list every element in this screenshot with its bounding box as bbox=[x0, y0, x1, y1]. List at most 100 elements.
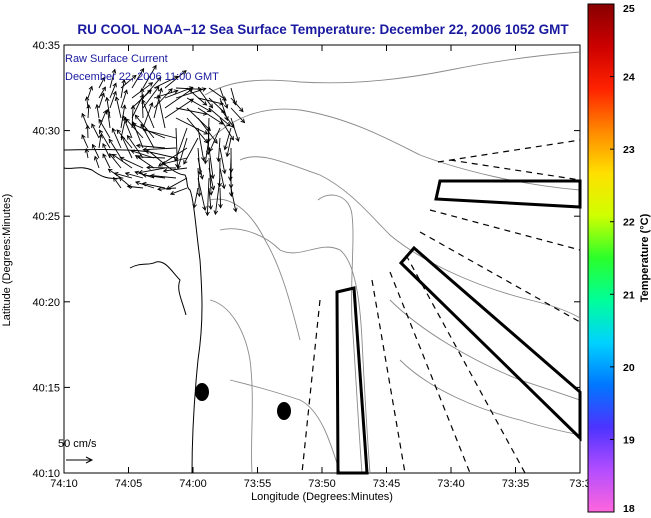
current-vector-head bbox=[208, 103, 214, 109]
current-vector bbox=[143, 147, 177, 151]
current-vector-head bbox=[210, 185, 216, 191]
sector-boxes bbox=[335, 179, 582, 475]
x-axis-label: Longitude (Degrees:Minutes) bbox=[251, 491, 393, 503]
current-vector bbox=[107, 109, 111, 129]
current-vector-head bbox=[208, 205, 213, 211]
x-tick-label: 73:45 bbox=[373, 478, 401, 490]
current-vector-head bbox=[157, 186, 162, 192]
y-tick-label: 40:20 bbox=[32, 297, 60, 309]
current-vector bbox=[98, 134, 102, 149]
current-vector-head bbox=[111, 153, 117, 159]
current-vector bbox=[113, 177, 122, 189]
current-vector-head bbox=[165, 185, 171, 190]
current-vector-head bbox=[156, 76, 162, 82]
current-vector bbox=[99, 129, 111, 149]
current-vector bbox=[175, 87, 202, 90]
x-tick-label: 73:3 bbox=[569, 478, 590, 490]
current-vector bbox=[219, 107, 235, 128]
current-vector-head bbox=[222, 96, 227, 101]
current-vector bbox=[142, 86, 160, 109]
legend-line-1: Raw Surface Current bbox=[65, 53, 168, 65]
current-vector bbox=[142, 102, 153, 129]
current-vector-head bbox=[232, 100, 237, 106]
current-vector bbox=[175, 107, 207, 115]
current-vector bbox=[91, 123, 100, 139]
colorbar-tick-label: 21 bbox=[623, 289, 635, 301]
current-vector-head bbox=[224, 116, 229, 122]
current-vector bbox=[197, 87, 213, 108]
current-vector-head bbox=[138, 169, 144, 175]
current-vector-head bbox=[100, 92, 105, 98]
current-vector-head bbox=[228, 176, 233, 182]
current-vector-head bbox=[93, 155, 99, 161]
current-vector bbox=[175, 88, 206, 99]
current-vector bbox=[121, 136, 133, 159]
current-vector bbox=[163, 167, 188, 172]
current-vector bbox=[153, 76, 179, 89]
current-vector bbox=[164, 88, 193, 109]
current-vector bbox=[141, 88, 144, 119]
current-vector bbox=[92, 144, 100, 159]
current-vector-head bbox=[81, 134, 86, 140]
scale-arrow bbox=[66, 456, 94, 464]
current-vector bbox=[122, 115, 133, 139]
current-vector bbox=[109, 83, 117, 99]
current-vector-head bbox=[183, 159, 188, 165]
current-vector bbox=[177, 137, 188, 169]
current-vector-head bbox=[134, 180, 140, 186]
current-vector-head bbox=[84, 96, 90, 101]
current-vector-head bbox=[192, 203, 197, 209]
beam-lines bbox=[301, 139, 581, 474]
current-vector-head bbox=[107, 168, 113, 174]
y-tick-label: 40:30 bbox=[32, 126, 60, 138]
current-vector bbox=[106, 97, 111, 119]
current-vector bbox=[183, 137, 199, 165]
current-vector-head bbox=[126, 134, 132, 140]
current-vector bbox=[204, 137, 210, 164]
current-vector-head bbox=[86, 104, 91, 109]
marker-buoy-east bbox=[277, 402, 291, 420]
current-vector bbox=[81, 134, 89, 149]
current-vector-head bbox=[223, 145, 228, 151]
current-vector bbox=[125, 118, 144, 139]
current-vector-head bbox=[146, 165, 151, 170]
current-vector bbox=[87, 104, 90, 119]
current-vector-head bbox=[122, 114, 127, 120]
colorbar-tick-label: 19 bbox=[623, 434, 635, 446]
current-vector-head bbox=[141, 99, 146, 104]
current-vector bbox=[115, 96, 122, 119]
y-tick-label: 40:25 bbox=[32, 211, 60, 223]
current-vector bbox=[102, 143, 111, 159]
current-vector-head bbox=[91, 123, 96, 129]
current-vector-head bbox=[116, 129, 121, 135]
marker-buoy-west bbox=[195, 383, 209, 401]
current-vector-head bbox=[88, 85, 94, 91]
current-vector-head bbox=[210, 174, 215, 180]
current-vector bbox=[174, 127, 188, 162]
current-vector-head bbox=[136, 154, 142, 160]
x-tick-label: 73:55 bbox=[244, 478, 272, 490]
current-vector-head bbox=[131, 74, 137, 80]
current-vector bbox=[131, 94, 144, 119]
current-vector-head bbox=[240, 118, 246, 124]
current-vector bbox=[219, 167, 225, 189]
x-tick-label: 74:05 bbox=[115, 478, 143, 490]
current-vector bbox=[153, 88, 162, 119]
current-vector-head bbox=[135, 143, 141, 149]
current-vector-head bbox=[121, 135, 126, 141]
x-tick-label: 74:00 bbox=[179, 478, 207, 490]
current-vector-head bbox=[98, 129, 104, 135]
current-vector-head bbox=[113, 176, 118, 182]
current-vector-head bbox=[218, 120, 224, 125]
current-vector-head bbox=[206, 126, 211, 132]
current-vector bbox=[116, 129, 133, 149]
current-vector-head bbox=[134, 155, 140, 160]
current-vector bbox=[226, 137, 232, 157]
colorbar-tick-label: 18 bbox=[623, 503, 635, 515]
current-vector-head bbox=[84, 147, 90, 153]
current-vector bbox=[230, 187, 237, 212]
current-vector-head bbox=[112, 90, 117, 96]
current-vector-head bbox=[232, 207, 238, 213]
current-vector bbox=[85, 148, 89, 159]
current-vector-head bbox=[162, 168, 168, 173]
